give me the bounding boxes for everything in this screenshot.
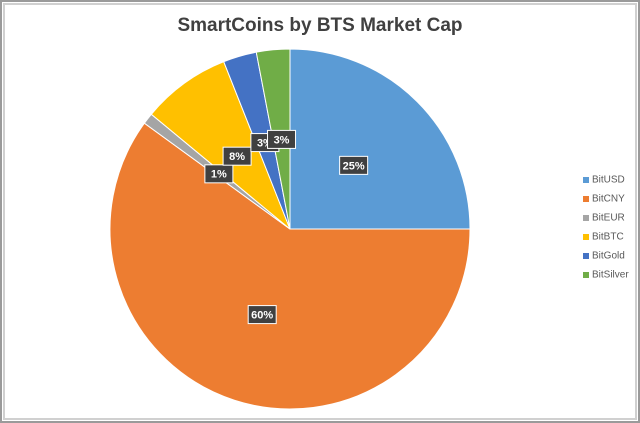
legend-label: BitGold xyxy=(592,251,625,262)
legend-swatch xyxy=(583,272,589,278)
data-label-box xyxy=(222,146,252,166)
legend-label: BitBTC xyxy=(592,232,624,243)
data-label: 3% xyxy=(274,134,290,146)
legend-swatch xyxy=(583,177,589,183)
pie-slice xyxy=(289,48,471,230)
data-label-box xyxy=(267,129,297,149)
data-label-box xyxy=(204,164,234,184)
data-label: 60% xyxy=(251,310,273,322)
pie-slice xyxy=(150,60,291,230)
legend-swatch xyxy=(583,215,589,221)
data-label: 25% xyxy=(343,160,365,172)
legend-swatch xyxy=(583,196,589,202)
data-label: 8% xyxy=(229,151,245,163)
data-label: 1% xyxy=(211,169,227,181)
data-label-box xyxy=(247,305,277,325)
legend-swatch xyxy=(583,234,589,240)
pie-slice xyxy=(109,122,471,410)
legend-label: BitCNY xyxy=(592,194,625,205)
data-label-box xyxy=(339,155,369,175)
legend-swatch xyxy=(583,253,589,259)
chart-inner-frame xyxy=(3,3,637,420)
legend-label: BitSilver xyxy=(592,270,629,281)
legend-label: BitEUR xyxy=(592,213,625,224)
chart-title: SmartCoins by BTS Market Cap xyxy=(177,15,462,36)
legend-label: BitUSD xyxy=(592,175,625,186)
